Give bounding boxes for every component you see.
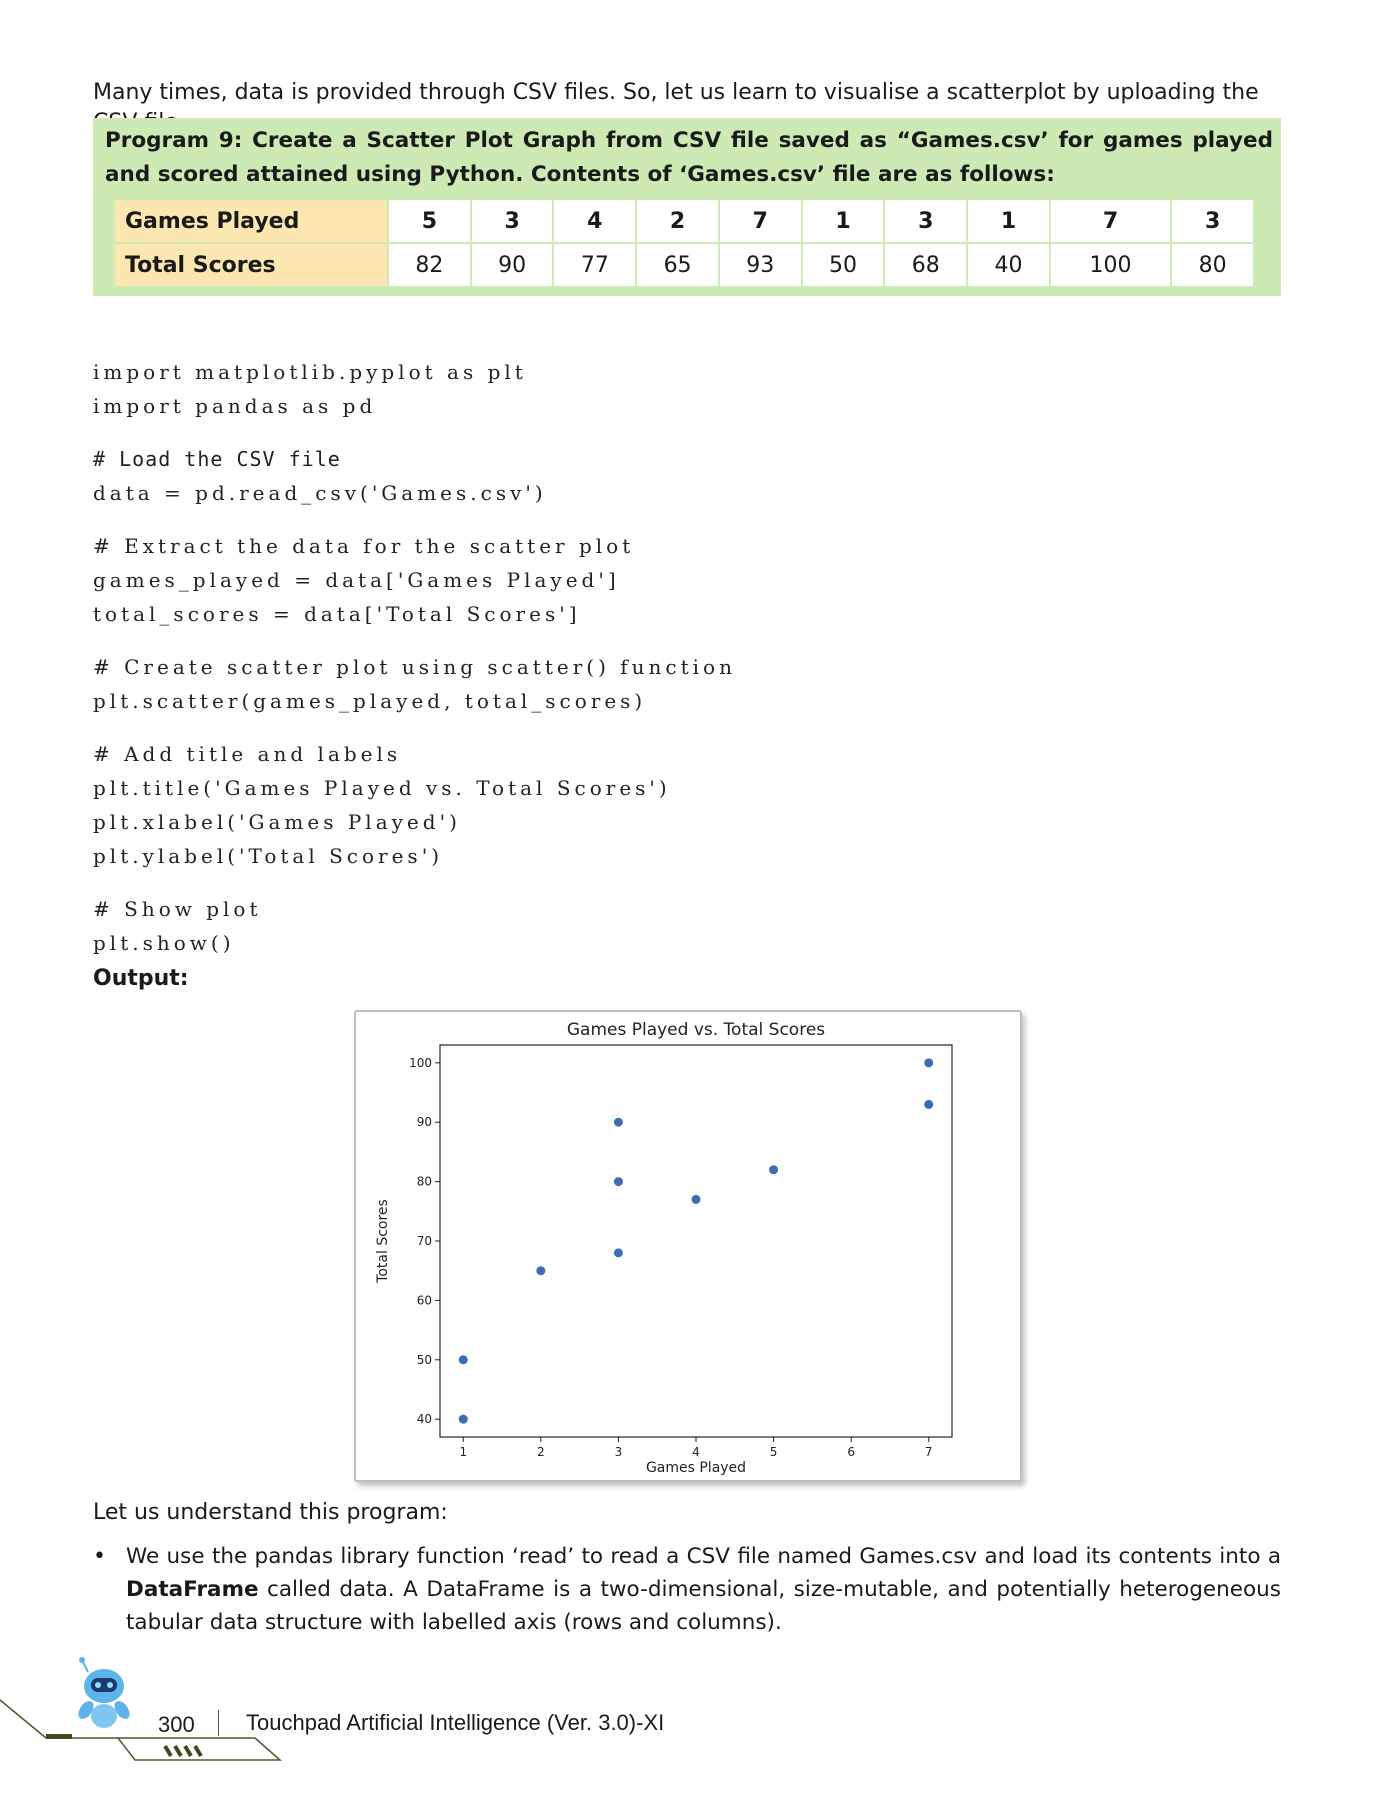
row-header: Total Scores (113, 242, 389, 288)
y-tick-label: 100 (409, 1056, 432, 1070)
code-line: total_scores = data['Total Scores'] (93, 602, 581, 626)
scatter-point (458, 1355, 468, 1365)
scatter-chart: Games Played vs. Total Scores 1 2 3 4 5 6 7 40 5… (375, 1020, 953, 1476)
code-line: import matplotlib.pyplot as plt (93, 360, 527, 384)
table-cell: 3 (1170, 198, 1255, 244)
x-tick-label: 2 (537, 1445, 545, 1459)
code-line: data = pd.read_csv('Games.csv') (93, 481, 547, 505)
x-tick-label: 7 (925, 1445, 933, 1459)
page-number: 300 (158, 1712, 195, 1737)
bullet-dot: • (93, 1544, 106, 1569)
table-cell: 2 (635, 198, 720, 244)
table-cell: 90 (469, 242, 555, 288)
y-tick-label: 60 (417, 1293, 432, 1307)
scatter-point (536, 1266, 546, 1276)
table-cell: 82 (387, 242, 472, 288)
y-tick-label: 80 (417, 1175, 432, 1189)
x-tick-label: 3 (615, 1445, 623, 1459)
x-tick-label: 4 (692, 1445, 700, 1459)
table-cell: 50 (800, 242, 886, 288)
code-line: games_played = data['Games Played'] (93, 568, 620, 592)
table-cell: 7 (717, 198, 803, 244)
scatter-point (924, 1058, 934, 1068)
code-line: plt.ylabel('Total Scores') (93, 844, 443, 868)
table-cell: 77 (552, 242, 638, 288)
x-axis-label: Games Played (646, 1460, 746, 1476)
table-row: Total Scores 82 90 77 65 93 50 68 40 100… (113, 242, 1255, 288)
table-cell: 80 (1170, 242, 1255, 288)
table-cell: 7 (1048, 198, 1173, 244)
y-tick-label: 90 (417, 1115, 432, 1129)
chart-title: Games Played vs. Total Scores (567, 1020, 825, 1040)
y-axis-label: Total Scores (375, 1199, 391, 1284)
code-line: plt.show() (93, 931, 235, 955)
table-cell: 4 (552, 198, 638, 244)
csv-table: Games Played 5 3 4 2 7 1 3 1 7 3 Total S… (113, 198, 1255, 288)
scatter-point (613, 1117, 623, 1127)
y-tick-label: 70 (417, 1234, 432, 1248)
scatter-point (924, 1099, 934, 1109)
table-cell: 1 (800, 198, 886, 244)
code-line: plt.xlabel('Games Played') (93, 810, 461, 834)
scatter-point (769, 1165, 779, 1175)
table-cell: 68 (883, 242, 969, 288)
plot-area (439, 1044, 953, 1438)
scatter-point (458, 1414, 468, 1424)
scatter-point (613, 1248, 623, 1258)
table-cell: 93 (717, 242, 803, 288)
footer-decoration (0, 1699, 282, 1761)
footer-separator (218, 1710, 219, 1736)
chart-frame: Games Played vs. Total Scores 1 2 3 4 5 6 7 40 5… (354, 1010, 1022, 1482)
row-header: Games Played (113, 198, 389, 244)
book-title: Touchpad Artificial Intelligence (Ver. 3… (246, 1710, 665, 1735)
table-row: Games Played 5 3 4 2 7 1 3 1 7 3 (113, 198, 1255, 244)
table-cell: 5 (387, 198, 472, 244)
section-heading: Let us understand this program: (93, 1500, 448, 1525)
table-cell: 1 (966, 198, 1051, 244)
x-tick-label: 6 (847, 1445, 855, 1459)
code-comment: # Load the CSV file (93, 447, 341, 471)
code-comment: # Create scatter plot using scatter() fu… (93, 655, 736, 679)
table-cell: 65 (635, 242, 720, 288)
output-label: Output: (93, 966, 189, 991)
program-box: Program 9: Create a Scatter Plot Graph f… (93, 118, 1281, 296)
page-footer: 300 Touchpad Artificial Intelligence (Ve… (0, 1657, 1387, 1800)
robot-mascot-icon (78, 1657, 130, 1728)
table-cell: 40 (966, 242, 1051, 288)
code-block: import matplotlib.pyplot as plt import p… (93, 355, 993, 960)
code-line: plt.scatter(games_played, total_scores) (93, 689, 647, 713)
table-cell: 3 (469, 198, 555, 244)
y-tick-label: 40 (417, 1412, 432, 1426)
table-cell: 100 (1048, 242, 1173, 288)
code-comment: # Extract the data for the scatter plot (93, 534, 635, 558)
scatter-point (613, 1177, 623, 1187)
code-line: import pandas as pd (93, 394, 377, 418)
bullet-text: We use the pandas library function ‘read… (126, 1544, 1281, 1635)
x-tick-label: 5 (770, 1445, 778, 1459)
x-tick-label: 1 (459, 1445, 467, 1459)
scatter-point (691, 1194, 701, 1204)
code-line: plt.title('Games Played vs. Total Scores… (93, 776, 671, 800)
code-comment: # Add title and labels (93, 742, 402, 766)
y-tick-label: 50 (417, 1353, 432, 1367)
program-title: Program 9: Create a Scatter Plot Graph f… (105, 128, 1273, 187)
code-comment: # Show plot (93, 897, 262, 921)
table-cell: 3 (883, 198, 969, 244)
